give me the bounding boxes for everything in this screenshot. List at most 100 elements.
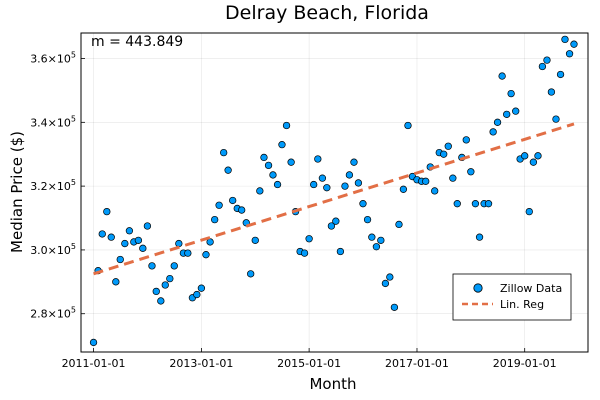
- data-point: [161, 281, 169, 289]
- data-point: [152, 287, 160, 296]
- data-point: [125, 227, 134, 235]
- data-point: [381, 279, 390, 288]
- data-point: [538, 62, 547, 71]
- data-point: [556, 70, 565, 79]
- legend-box: [452, 273, 572, 321]
- data-point: [422, 177, 430, 185]
- data-point: [561, 35, 569, 44]
- data-point: [211, 215, 219, 224]
- data-point: [121, 239, 129, 248]
- data-point: [475, 233, 484, 241]
- data-point: [300, 249, 309, 257]
- data-point: [134, 236, 143, 245]
- data-point: [202, 251, 210, 259]
- data-point: [507, 89, 515, 98]
- data-point: [157, 297, 165, 305]
- data-point: [565, 50, 574, 58]
- data-point: [462, 136, 470, 144]
- data-point: [547, 88, 556, 96]
- data-point: [220, 148, 228, 157]
- data-point: [269, 171, 277, 179]
- data-point: [103, 207, 111, 216]
- data-point: [498, 72, 506, 80]
- data-point: [238, 206, 246, 214]
- y-tick-label: 3.2×105: [30, 178, 76, 193]
- slope-annotation: m = 443.849: [91, 34, 183, 50]
- legend-marker-zillow: [473, 283, 483, 293]
- x-tick-label: 2011-01-01: [62, 357, 126, 370]
- y-tick-label: 3.4×105: [30, 114, 76, 129]
- data-point: [215, 201, 223, 209]
- data-point: [341, 182, 349, 190]
- data-point: [98, 230, 106, 238]
- data-point: [377, 236, 385, 245]
- data-point: [273, 180, 282, 189]
- data-point: [251, 236, 259, 245]
- data-point: [318, 174, 327, 182]
- data-point: [471, 200, 480, 208]
- data-point: [395, 220, 403, 229]
- data-point: [247, 270, 255, 278]
- legend-label-zillow: Zillow Data: [500, 282, 562, 295]
- data-point: [278, 140, 286, 149]
- data-point: [529, 158, 538, 166]
- data-point: [305, 235, 313, 243]
- data-point: [489, 128, 497, 136]
- data-point: [170, 262, 178, 270]
- plot-frame: [80, 32, 589, 353]
- data-point: [444, 142, 452, 150]
- data-point: [148, 262, 156, 270]
- data-point: [493, 118, 502, 126]
- data-point: [193, 290, 201, 299]
- data-point: [89, 338, 98, 347]
- data-point: [467, 168, 475, 176]
- data-point: [354, 179, 363, 187]
- data-point: [363, 215, 372, 224]
- data-point: [552, 115, 560, 123]
- data-point: [404, 121, 412, 130]
- data-point: [287, 158, 295, 166]
- scatter-points: [89, 35, 578, 347]
- data-point: [260, 153, 268, 162]
- x-tick-label: 2017-01-01: [385, 357, 449, 370]
- axis-ticks: 2011-01-01 2013-01-01 2015-01-01 2017-01-01…: [30, 51, 556, 370]
- data-point: [184, 249, 192, 257]
- data-point: [314, 155, 322, 163]
- data-point: [534, 152, 542, 160]
- regression-line-group: [93, 122, 575, 276]
- data-point: [264, 161, 273, 170]
- data-point: [484, 200, 493, 208]
- x-tick-label: 2013-01-01: [169, 357, 233, 370]
- y-tick-label: 3.0×105: [30, 242, 76, 257]
- data-point: [503, 110, 511, 118]
- data-point: [229, 196, 237, 205]
- data-point: [332, 217, 340, 225]
- data-point: [256, 187, 264, 195]
- data-point: [139, 244, 147, 252]
- legend-label-linreg: Lin. Reg: [500, 298, 544, 311]
- grid: [81, 33, 588, 352]
- data-point: [143, 222, 152, 230]
- chart-title: Delray Beach, Florida: [225, 2, 429, 24]
- data-point: [350, 158, 358, 166]
- data-point: [390, 303, 399, 311]
- data-point: [310, 180, 318, 189]
- data-point: [116, 255, 124, 264]
- y-tick-label: 2.8×105: [30, 306, 76, 321]
- x-tick-label: 2019-01-01: [493, 357, 557, 370]
- legend: Zillow Data Lin. Reg: [452, 273, 572, 321]
- data-point: [449, 174, 457, 182]
- data-point: [224, 166, 232, 174]
- data-point: [282, 121, 291, 130]
- data-point: [166, 274, 174, 283]
- data-point: [525, 207, 533, 216]
- data-point: [399, 185, 408, 193]
- data-point: [359, 200, 367, 208]
- data-point: [521, 152, 529, 160]
- y-axis-label: Median Price ($): [8, 131, 26, 253]
- data-point: [112, 278, 120, 286]
- data-point: [512, 107, 520, 115]
- data-point: [440, 150, 448, 158]
- data-point: [345, 171, 354, 179]
